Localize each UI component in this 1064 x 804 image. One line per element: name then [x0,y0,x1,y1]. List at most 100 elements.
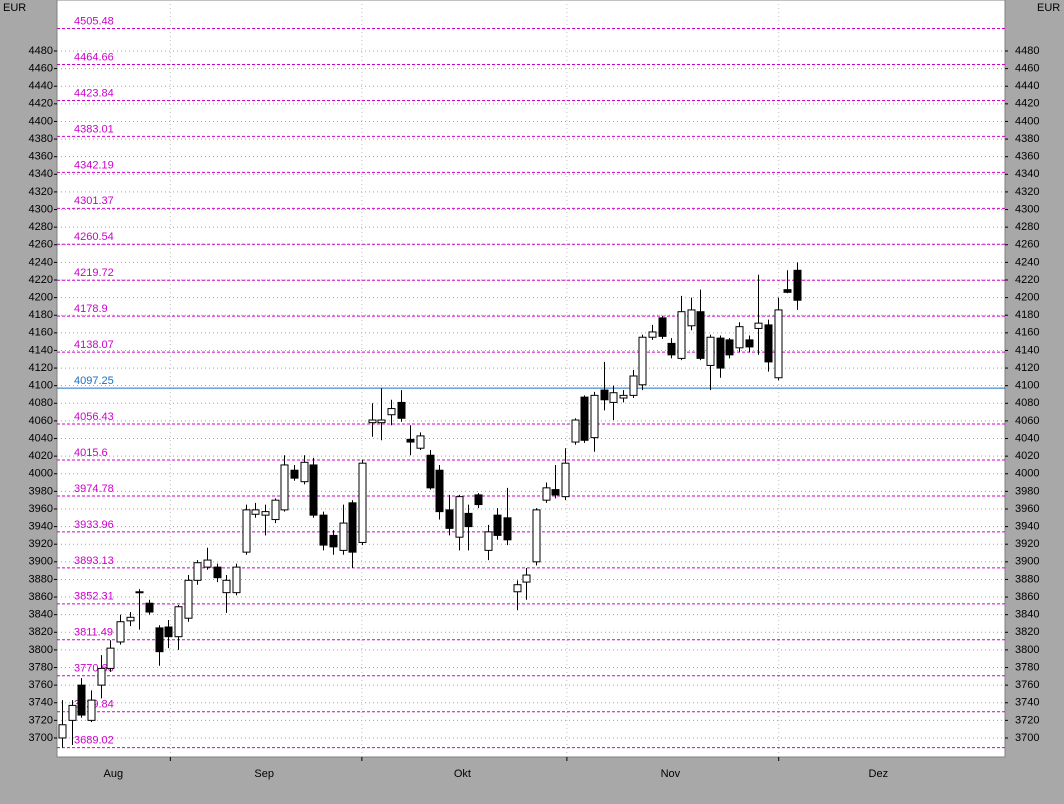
y-tick-label: 4320 [29,186,53,198]
y-tick-label-right: 3720 [1015,714,1039,726]
y-tick-label: 4200 [29,292,53,304]
y-tick-label: 4260 [29,239,53,251]
candle-body [754,322,763,329]
candle-body [609,392,618,403]
candle-body [619,394,628,399]
y-tick-label: 4460 [29,63,53,75]
y-tick-label: 4140 [29,344,53,356]
candle-body [406,438,415,443]
y-tick-label: 3840 [29,609,53,621]
level-label: 4423.84 [74,87,114,99]
y-tick-label-right: 4060 [1015,415,1039,427]
candle-body [600,389,609,401]
level-label: 4505.48 [74,15,114,27]
candle-body [580,396,589,441]
candle-body [97,667,106,686]
level-label: 3933.96 [74,519,114,531]
candle-body [203,559,212,568]
y-tick-label-right: 3980 [1015,485,1039,497]
candle-body [135,591,144,594]
level-label: 4015.6 [74,447,108,459]
y-tick-label: 4240 [29,256,53,268]
candle-body [629,375,638,396]
candle-body [309,464,318,516]
candle-body [87,699,96,721]
y-tick-label-right: 4300 [1015,203,1039,215]
y-tick-label-right: 4340 [1015,168,1039,180]
candle-body [464,512,473,528]
y-tick-label-right: 3940 [1015,521,1039,533]
y-tick-label: 3800 [29,644,53,656]
y-tick-label: 3700 [29,732,53,744]
y-tick-label: 3720 [29,714,53,726]
candle-body [532,509,541,563]
y-tick-label: 3760 [29,679,53,691]
candle-body [339,522,348,551]
y-tick-label: 4020 [29,450,53,462]
plot-area [56,0,1006,758]
y-tick-label-right: 4260 [1015,239,1039,251]
y-tick-label: 4280 [29,221,53,233]
y-tick-label: 3740 [29,697,53,709]
candle-body [222,579,231,594]
level-label: 3852.31 [74,591,114,603]
candle-body [213,566,222,579]
currency-label: EUR [1037,2,1060,14]
level-label: 3811.49 [74,627,113,639]
y-tick-label: 4000 [29,468,53,480]
y-tick-label-right: 4220 [1015,274,1039,286]
y-tick-label: 4300 [29,203,53,215]
x-tick-label: Nov [661,768,681,780]
y-tick-label: 4060 [29,415,53,427]
candle-body [687,309,696,327]
candle-body [667,342,676,356]
y-tick-label-right: 4360 [1015,151,1039,163]
x-tick-label: Aug [103,768,123,780]
y-tick-label: 4420 [29,98,53,110]
candle-body [590,394,599,439]
candle-body [445,509,454,529]
y-tick-label-right: 3780 [1015,661,1039,673]
level-label: 4260.54 [74,231,114,243]
y-tick-label: 4040 [29,432,53,444]
candle-body [329,534,338,548]
candle-body [735,326,744,349]
candle-body [725,339,734,356]
level-label: 4383.01 [74,123,114,135]
candle-body [358,462,367,543]
candle-body [551,489,560,496]
y-tick-label: 4220 [29,274,53,286]
y-tick-label: 4340 [29,168,53,180]
y-tick-label: 3820 [29,626,53,638]
y-tick-label-right: 3840 [1015,609,1039,621]
candle-body [232,566,241,594]
y-tick-label-right: 4460 [1015,63,1039,75]
y-tick-label-right: 4040 [1015,432,1039,444]
y-tick-label-right: 4000 [1015,468,1039,480]
y-tick-label: 4440 [29,80,53,92]
y-tick-label-right: 3900 [1015,556,1039,568]
y-tick-label-right: 4320 [1015,186,1039,198]
y-tick-label-right: 3860 [1015,591,1039,603]
level-label: 4138.07 [74,339,114,351]
candle-body [648,331,657,338]
y-tick-label: 4080 [29,397,53,409]
candle-body [271,499,280,521]
candle-body [58,724,67,739]
candle-body [106,647,115,669]
y-tick-label: 4100 [29,380,53,392]
y-tick-label-right: 4020 [1015,450,1039,462]
y-tick-label: 4120 [29,362,53,374]
y-tick-label: 4400 [29,115,53,127]
candle-body [677,311,686,359]
y-tick-label-right: 4180 [1015,309,1039,321]
y-tick-label-right: 3760 [1015,679,1039,691]
candle-body [513,584,522,593]
candle-body [658,317,667,337]
candle-body [242,509,251,553]
y-tick-label-right: 4280 [1015,221,1039,233]
candle-body [377,419,386,424]
y-tick-label-right: 4160 [1015,327,1039,339]
candle-body [300,461,309,483]
